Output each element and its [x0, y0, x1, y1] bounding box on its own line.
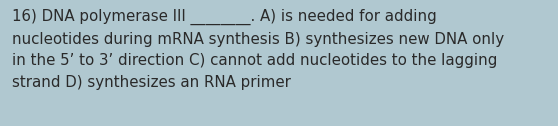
Text: 16) DNA polymerase III ________. A) is needed for adding
nucleotides during mRNA: 16) DNA polymerase III ________. A) is n… — [12, 9, 504, 90]
